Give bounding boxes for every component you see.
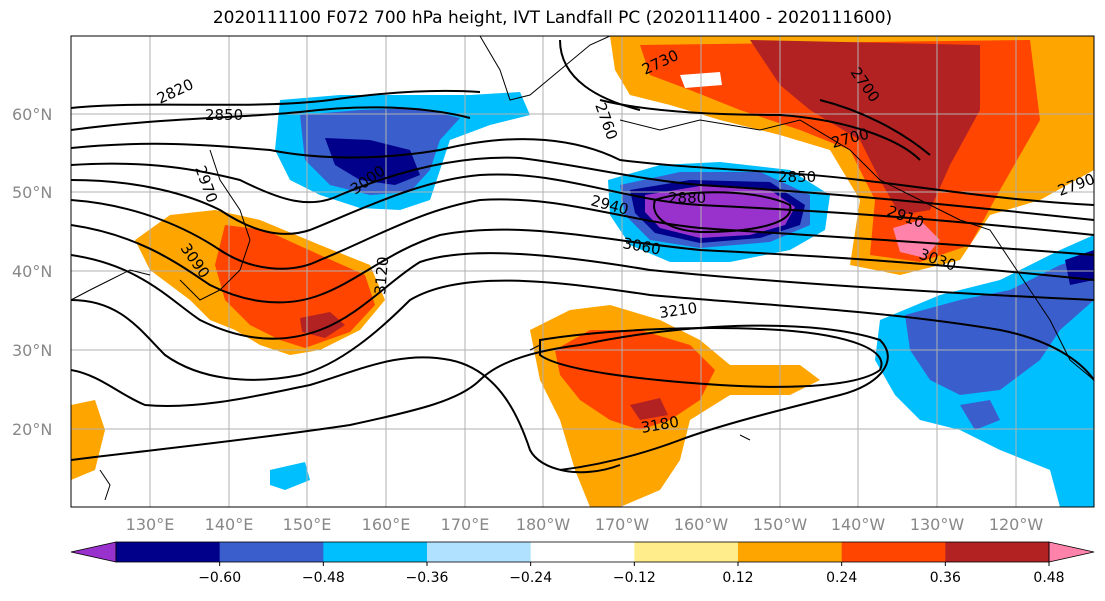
- lat-label: 50°N: [12, 183, 52, 202]
- latitude-labels: 60°N 50°N 40°N 30°N 20°N: [12, 105, 52, 439]
- map-title: 2020111100 F072 700 hPa height, IVT Land…: [212, 8, 893, 28]
- shading-alaska-pink: [893, 220, 940, 258]
- shading-small-blue-south: [270, 462, 310, 490]
- lon-label: 130°W: [910, 515, 965, 534]
- lon-label: 120°W: [989, 515, 1044, 534]
- shading-japan-darkred: [300, 312, 345, 338]
- contour-label: 2850: [778, 168, 816, 186]
- longitude-labels: 130°E 140°E 150°E 160°E 170°E 180°W 170°…: [126, 515, 1044, 534]
- shading-subtropical-darkred: [630, 398, 668, 420]
- contour-label: 2880: [668, 189, 706, 207]
- map-content: 2820 2850 2970 3000 3090 3120 2880 2940 …: [71, 36, 1094, 507]
- colorbar-tick-label: 0.12: [722, 570, 753, 586]
- shading-small-orange-west: [71, 400, 105, 480]
- colorbar-frame: [115, 541, 1050, 563]
- colorbar-tick-label: −0.48: [302, 570, 345, 586]
- shading-nw-pacific-navy: [325, 138, 420, 185]
- colorbar-tick-label: −0.12: [613, 570, 656, 586]
- lon-label: 170°E: [441, 515, 490, 534]
- colorbar-segment: [323, 542, 428, 562]
- colorbar-segment: [427, 542, 532, 562]
- lon-label: 130°E: [126, 515, 175, 534]
- colorbar-arrow-high: [1048, 541, 1095, 563]
- lon-label: 140°E: [205, 515, 254, 534]
- colorbar-segment: [634, 542, 739, 562]
- colorbar-arrow-low: [70, 541, 117, 563]
- lon-label: 180°W: [516, 515, 571, 534]
- lat-label: 20°N: [12, 420, 52, 439]
- lon-label: 150°W: [753, 515, 808, 534]
- colorbar-tick-label: 0.24: [826, 570, 857, 586]
- colorbar-segment: [841, 542, 946, 562]
- colorbar: −0.60 −0.48 −0.36 −0.24 −0.12 0.12 0.24 0.36 0.4…: [70, 541, 1095, 586]
- colorbar-tick-label: 0.36: [930, 570, 961, 586]
- lon-label: 170°W: [595, 515, 650, 534]
- shading-east-blue-lower: [960, 400, 1000, 430]
- colorbar-segment: [116, 542, 221, 562]
- map-frame: [70, 35, 1095, 508]
- shading-subtropical-red: [555, 330, 715, 430]
- colorbar-segment: [945, 542, 1050, 562]
- graticule: [71, 36, 1094, 507]
- colorbar-tick-label: −0.24: [509, 570, 552, 586]
- lon-label: 140°W: [831, 515, 886, 534]
- colorbar-segment: [219, 542, 324, 562]
- height-contours: [71, 39, 1094, 474]
- lon-label: 160°W: [674, 515, 729, 534]
- colorbar-segment: [738, 542, 843, 562]
- colorbar-tick-label: −0.36: [406, 570, 449, 586]
- lat-label: 40°N: [12, 262, 52, 281]
- contour-label: 3120: [371, 256, 392, 296]
- lat-label: 30°N: [12, 341, 52, 360]
- colorbar-tick-label: −0.60: [198, 570, 241, 586]
- lon-label: 150°E: [283, 515, 332, 534]
- contour-label: 2850: [205, 106, 243, 124]
- lat-label: 60°N: [12, 105, 52, 124]
- coastlines: [71, 36, 1094, 501]
- colorbar-segment: [530, 542, 635, 562]
- shading-east-blue: [905, 255, 1094, 395]
- contour-label: 3210: [658, 299, 698, 322]
- colorbar-tick-label: 0.48: [1033, 570, 1064, 586]
- shading-east-navy: [1065, 250, 1094, 285]
- lon-label: 160°E: [362, 515, 411, 534]
- shading-alaska-darkred: [750, 40, 980, 215]
